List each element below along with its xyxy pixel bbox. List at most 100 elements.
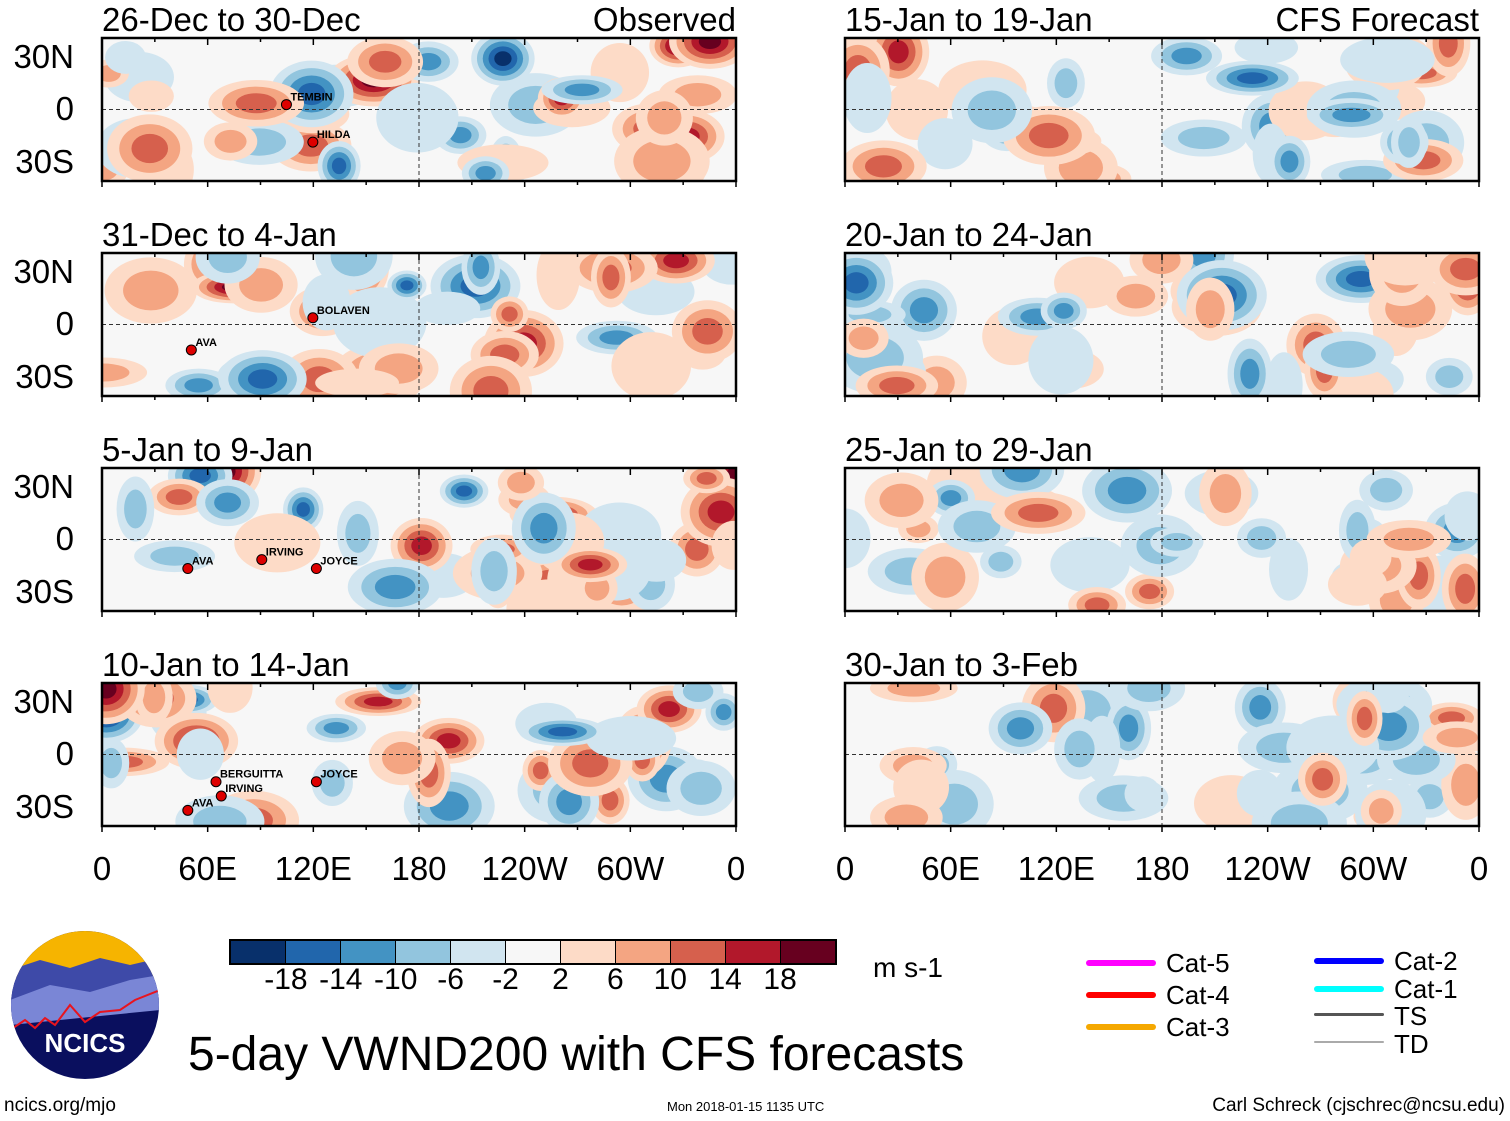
panel-title: 10-Jan to 14-Jan bbox=[102, 646, 350, 683]
anomaly-contour bbox=[414, 291, 481, 326]
anomaly-contour bbox=[315, 368, 399, 396]
colorbar bbox=[229, 939, 837, 965]
anomaly-contour bbox=[1368, 798, 1394, 824]
anomaly-contour bbox=[207, 683, 253, 713]
storm-label: AVA bbox=[192, 797, 214, 809]
anomaly-contour bbox=[1209, 473, 1242, 514]
anomaly-contour bbox=[602, 264, 620, 291]
anomaly-contour bbox=[845, 62, 892, 134]
logo-text: NCICS bbox=[45, 1028, 126, 1058]
lon-label: 60E bbox=[178, 850, 238, 887]
colorbar-swatch bbox=[560, 941, 615, 963]
anomaly-contour bbox=[585, 716, 677, 761]
anomaly-contour bbox=[1370, 477, 1403, 503]
anomaly-contour bbox=[239, 268, 284, 302]
colorbar-swatch bbox=[725, 941, 780, 963]
legend-label: Cat-4 bbox=[1166, 980, 1230, 1010]
storm-marker bbox=[182, 563, 194, 575]
anomaly-contour bbox=[131, 133, 169, 164]
legend-label: Cat-1 bbox=[1394, 973, 1458, 1004]
lon-label: 0 bbox=[1469, 850, 1489, 887]
anomaly-contour bbox=[1124, 776, 1161, 812]
anomaly-contour bbox=[1356, 706, 1373, 731]
anomaly-contour bbox=[1246, 526, 1277, 550]
footer-url[interactable]: ncics.org/mjo bbox=[4, 1095, 116, 1116]
storm-marker bbox=[185, 344, 197, 356]
lat-label: 30S bbox=[15, 572, 74, 610]
anomaly-contour bbox=[698, 38, 722, 50]
anomaly-contour bbox=[1234, 38, 1299, 64]
footer-author: Carl Schreck (cjschrec@ncsu.edu) bbox=[1212, 1095, 1505, 1116]
storm-marker bbox=[280, 99, 292, 111]
anomaly-contour bbox=[333, 287, 427, 359]
anomaly-contour bbox=[436, 733, 461, 749]
storm-label: AVA bbox=[195, 337, 217, 349]
anomaly-contour bbox=[400, 280, 414, 291]
colorbar-swatch bbox=[670, 941, 725, 963]
anomaly-contour bbox=[1268, 538, 1309, 601]
anomaly-contour bbox=[680, 771, 722, 805]
legend-line bbox=[1314, 985, 1384, 992]
anomaly-contour bbox=[696, 472, 717, 485]
anomaly-contour bbox=[685, 537, 709, 561]
map-panel bbox=[843, 466, 1481, 617]
anomaly-contour bbox=[924, 556, 966, 598]
lat-label: 30N bbox=[13, 252, 74, 290]
anomaly-contour bbox=[967, 90, 1016, 131]
storm-marker bbox=[307, 136, 319, 148]
lat-label: 30N bbox=[13, 467, 74, 505]
lat-label: 30N bbox=[13, 37, 74, 75]
anomaly-contour bbox=[1116, 283, 1156, 309]
anomaly-contour bbox=[1107, 476, 1147, 505]
anomaly-contour bbox=[494, 51, 512, 67]
anomaly-contour bbox=[208, 253, 247, 274]
storm-label: TEMBIN bbox=[290, 92, 332, 104]
anomaly-contour bbox=[1139, 583, 1161, 600]
legend-label: Cat-3 bbox=[1166, 1012, 1230, 1042]
anomaly-contour bbox=[1236, 769, 1283, 817]
anomaly-contour bbox=[884, 804, 929, 826]
panel-title: 20-Jan to 24-Jan bbox=[845, 216, 1093, 253]
anomaly-contour bbox=[1028, 326, 1094, 395]
storm-marker bbox=[310, 563, 322, 575]
legend-label: Cat-5 bbox=[1166, 948, 1230, 978]
lon-label: 120W bbox=[481, 850, 568, 887]
anomaly-contour bbox=[848, 326, 879, 351]
anomaly-contour bbox=[165, 489, 193, 505]
colorbar-swatch bbox=[285, 941, 340, 963]
lon-label: 0 bbox=[92, 850, 112, 887]
panel-title: 30-Jan to 3-Feb bbox=[845, 646, 1078, 683]
anomaly-contour bbox=[1142, 253, 1181, 275]
colorbar-tick-label: -18 bbox=[264, 963, 308, 996]
storm-marker bbox=[307, 312, 319, 324]
anomaly-contour bbox=[1450, 257, 1479, 281]
panel-title: 25-Jan to 29-Jan bbox=[845, 431, 1093, 468]
storm-label: IRVING bbox=[225, 783, 263, 795]
anomaly-contour bbox=[556, 788, 582, 816]
anomaly-contour bbox=[1240, 358, 1260, 389]
colorbar-tick-label: -14 bbox=[319, 963, 363, 996]
anomaly-contour bbox=[647, 101, 682, 135]
logo-graphic: NCICS bbox=[11, 931, 159, 1079]
anomaly-contour bbox=[988, 551, 1014, 572]
anomaly-contour bbox=[1438, 38, 1458, 58]
anomaly-contour bbox=[577, 558, 603, 571]
lat-label: 0 bbox=[55, 735, 74, 772]
figure-title: 5-day VWND200 with CFS forecasts bbox=[188, 1028, 965, 1081]
anomaly-contour bbox=[1195, 290, 1225, 329]
legend-line bbox=[1086, 960, 1156, 966]
footer-timestamp: Mon 2018-01-15 1135 UTC bbox=[667, 1099, 825, 1114]
anomaly-contour bbox=[345, 513, 371, 553]
storm-label: HILDA bbox=[317, 129, 351, 141]
wind-field bbox=[102, 468, 736, 611]
legend-line bbox=[1086, 1024, 1156, 1030]
anomaly-contour bbox=[507, 471, 535, 494]
anomaly-contour bbox=[234, 513, 321, 573]
anomaly-contour bbox=[1444, 491, 1479, 541]
anomaly-contour bbox=[564, 83, 600, 97]
colorbar-swatch bbox=[450, 941, 505, 963]
anomaly-contour bbox=[663, 253, 690, 269]
map-panel bbox=[843, 681, 1481, 832]
anomaly-contour bbox=[711, 520, 736, 570]
